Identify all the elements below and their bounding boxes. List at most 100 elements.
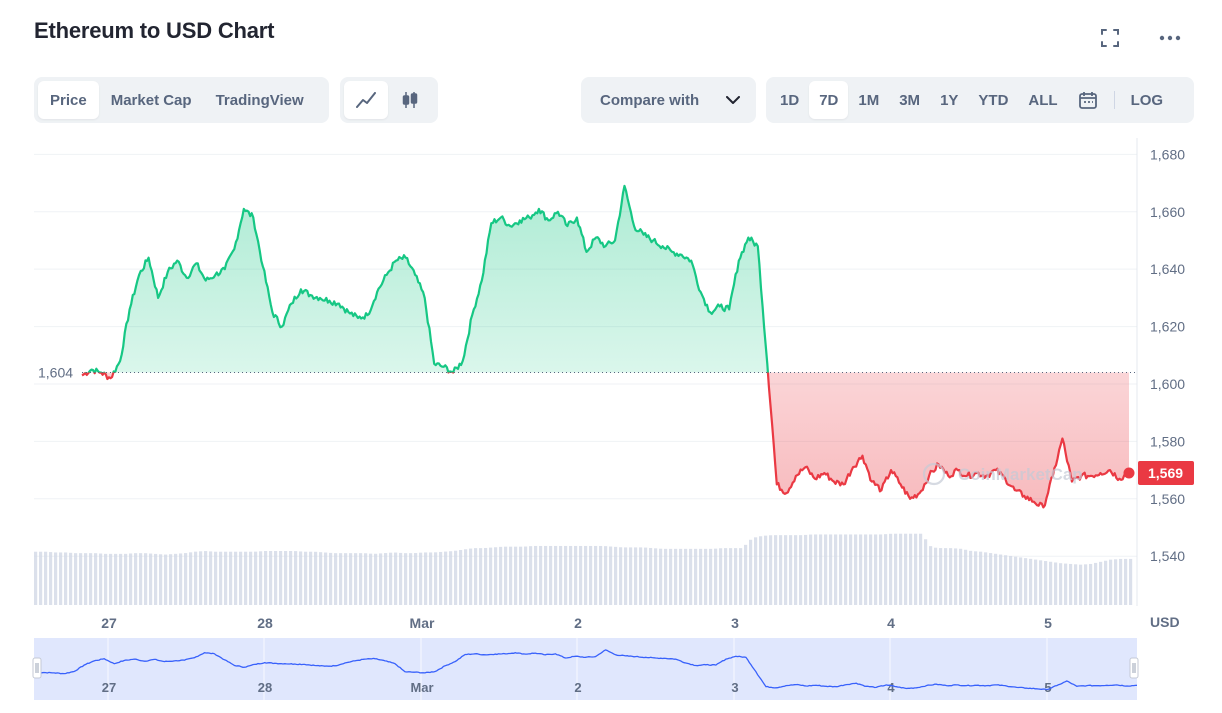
- volume-bar: [444, 551, 448, 605]
- compare-label: Compare with: [600, 91, 700, 109]
- tab-tradingview[interactable]: TradingView: [215, 91, 304, 109]
- volume-bar: [1019, 557, 1023, 605]
- volume-bar: [824, 534, 828, 605]
- area-up: [82, 185, 1129, 373]
- volume-bar: [949, 548, 953, 605]
- volume-bar: [454, 550, 458, 605]
- volume-bar: [854, 534, 858, 605]
- price-line-down: [81, 372, 1130, 509]
- calendar-icon: [1078, 92, 1097, 109]
- tab-price[interactable]: Price: [38, 81, 99, 119]
- navigator-tick-label: Mar: [410, 680, 433, 695]
- area-down: [82, 372, 1129, 508]
- candlestick-button[interactable]: [388, 81, 432, 119]
- y-tick-label: 1,640: [1150, 261, 1185, 277]
- current-price-tag: [1138, 460, 1194, 485]
- volume-bar: [49, 552, 53, 605]
- range-7d[interactable]: 7D: [809, 81, 849, 119]
- time-range-tabs: 1D 7D 1M 3M 1Y YTD ALL LOG: [766, 77, 1194, 123]
- volume-bar: [74, 553, 78, 605]
- volume-bar: [609, 546, 613, 605]
- volume-bar: [999, 554, 1003, 605]
- volume-bar: [719, 548, 723, 605]
- range-1y[interactable]: 1Y: [940, 91, 959, 109]
- volume-bar: [524, 546, 528, 605]
- volume-bar: [414, 553, 418, 605]
- fullscreen-icon[interactable]: [1098, 26, 1122, 50]
- range-1d[interactable]: 1D: [780, 91, 800, 109]
- volume-bar: [559, 545, 563, 605]
- navigator-handle-left[interactable]: [32, 657, 42, 679]
- volume-bar: [199, 551, 203, 605]
- volume-bar: [209, 551, 213, 605]
- volume-bar: [429, 552, 433, 605]
- x-tick-label: 5: [1044, 615, 1052, 631]
- volume-bar: [814, 534, 818, 605]
- volume-bar: [34, 551, 38, 605]
- watermark-logo: [922, 462, 946, 486]
- chart-title: Ethereum to USD Chart: [34, 18, 275, 43]
- y-unit-label: USD: [1150, 614, 1180, 630]
- volume-bar: [579, 545, 583, 605]
- volume-bar: [464, 549, 468, 605]
- volume-bar: [1074, 564, 1078, 605]
- volume-bar: [44, 551, 48, 605]
- volume-bar: [1039, 560, 1043, 605]
- volume-bar: [614, 546, 618, 605]
- volume-bar: [124, 553, 128, 605]
- volume-bar: [109, 553, 113, 605]
- volume-bar: [904, 533, 908, 605]
- navigator[interactable]: 27 28 Mar 2 3 4 5: [32, 638, 1139, 700]
- range-ytd[interactable]: YTD: [978, 91, 1009, 109]
- navigator-handle-right[interactable]: [1129, 657, 1139, 679]
- volume-bar: [704, 548, 708, 605]
- volume-bar: [159, 554, 163, 605]
- volume-bar: [349, 553, 353, 605]
- y-tick-label: 1,620: [1150, 319, 1185, 335]
- volume-bar: [874, 534, 878, 605]
- volume-bar: [679, 548, 683, 605]
- compare-with-dropdown[interactable]: Compare with: [581, 77, 756, 123]
- volume-bar: [1094, 562, 1098, 605]
- volume-bar: [769, 535, 773, 605]
- volume-bar: [1004, 555, 1008, 605]
- range-3m[interactable]: 3M: [899, 91, 921, 109]
- volume-bar: [294, 551, 298, 605]
- tab-market-cap[interactable]: Market Cap: [110, 91, 192, 109]
- volume-bar: [989, 553, 993, 605]
- volume-bar: [684, 548, 688, 605]
- more-icon[interactable]: [1158, 26, 1182, 50]
- log-toggle[interactable]: LOG: [1130, 91, 1164, 109]
- volume-bar: [334, 553, 338, 605]
- volume-bar: [619, 547, 623, 605]
- volume-bar: [324, 552, 328, 605]
- volume-bar: [404, 553, 408, 605]
- volume-bar: [459, 550, 463, 605]
- volume-bar: [1079, 564, 1083, 605]
- line-chart-button[interactable]: [344, 81, 388, 119]
- volume-bar: [234, 551, 238, 605]
- volume-bar: [929, 546, 933, 605]
- volume-bar: [599, 545, 603, 605]
- volume-bar: [654, 548, 658, 605]
- volume-bar: [1104, 560, 1108, 605]
- watermark-text: CoinMarketCap: [958, 465, 1083, 484]
- volume-bar: [224, 551, 228, 605]
- volume-bar: [399, 552, 403, 605]
- range-all[interactable]: ALL: [1028, 91, 1058, 109]
- range-1m[interactable]: 1M: [858, 91, 880, 109]
- price-chart[interactable]: 1,604 1,569 CoinMarketCap 1,680 1,660 1,640…: [0, 130, 1222, 710]
- volume-bar: [64, 552, 68, 605]
- volume-bar: [99, 553, 103, 605]
- x-tick-label: 28: [257, 615, 273, 631]
- volume-bar: [369, 553, 373, 605]
- volume-bar: [164, 554, 168, 605]
- volume-bar: [844, 534, 848, 605]
- volume-bar: [809, 534, 813, 605]
- volume-bar: [269, 551, 273, 605]
- volume-bar: [669, 548, 673, 605]
- calendar-button[interactable]: [1068, 81, 1108, 119]
- volume-bar: [1124, 558, 1128, 605]
- volume-bar: [289, 551, 293, 605]
- volume-bar: [1099, 561, 1103, 605]
